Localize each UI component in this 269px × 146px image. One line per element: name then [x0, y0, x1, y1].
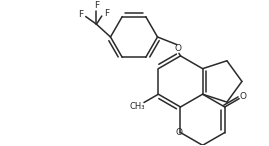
Text: O: O	[174, 44, 181, 53]
Text: F: F	[78, 10, 83, 19]
Text: O: O	[176, 128, 183, 137]
Text: F: F	[104, 9, 109, 19]
Text: F: F	[94, 1, 99, 10]
Text: CH₃: CH₃	[130, 102, 145, 111]
Text: O: O	[239, 92, 246, 101]
